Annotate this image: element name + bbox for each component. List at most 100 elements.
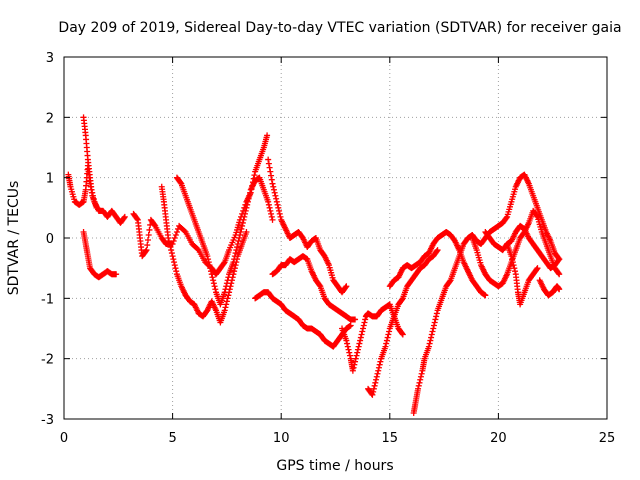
y-tick-label: -2 (41, 353, 54, 368)
data-point (241, 213, 248, 220)
data-point (377, 358, 384, 365)
series-track-m (386, 228, 489, 299)
y-tick-label: 1 (46, 172, 54, 187)
data-point (370, 385, 377, 392)
series-track-b (80, 114, 100, 211)
data-point (375, 367, 382, 374)
data-point (343, 283, 350, 290)
x-tick-label: 20 (490, 431, 507, 446)
y-tick-label: -1 (41, 292, 54, 307)
data-point (354, 349, 361, 356)
data-point (269, 180, 276, 187)
data-point (223, 298, 230, 305)
data-point (503, 214, 510, 221)
x-tick-label: 5 (168, 431, 176, 446)
data-point (223, 283, 230, 290)
data-point (276, 210, 283, 217)
data-point (143, 247, 150, 254)
data-point (369, 391, 376, 398)
data-point (144, 237, 151, 244)
data-point (224, 277, 231, 284)
data-point (362, 316, 369, 323)
data-point (351, 361, 358, 368)
data-point (510, 262, 517, 269)
data-point (243, 204, 250, 211)
data-point (221, 307, 228, 314)
data-point (173, 228, 180, 235)
data-point (168, 247, 175, 254)
data-point (266, 204, 273, 211)
data-point (207, 265, 214, 272)
data-point (482, 292, 489, 299)
data-point (416, 379, 423, 386)
data-point (145, 231, 152, 238)
data-point (266, 164, 273, 171)
data-point (205, 256, 212, 263)
data-point (246, 192, 253, 199)
data-point (264, 132, 271, 139)
data-point (177, 179, 184, 186)
data-point (342, 284, 349, 291)
data-point (355, 343, 362, 350)
data-point (210, 280, 217, 287)
data-point (265, 156, 272, 163)
data-point (234, 244, 241, 251)
data-point (171, 262, 178, 269)
data-point (134, 215, 141, 222)
data-point (276, 207, 283, 214)
data-point (167, 244, 174, 251)
data-point (223, 280, 230, 287)
data-point (352, 355, 359, 362)
series-track-p (504, 241, 541, 308)
data-point (346, 352, 353, 359)
data-point (427, 337, 434, 344)
data-point (349, 367, 356, 374)
data-point (555, 257, 562, 264)
data-point (399, 330, 406, 337)
data-point (121, 213, 128, 220)
data-point (204, 253, 211, 260)
data-point (222, 304, 229, 311)
data-point (224, 295, 231, 302)
series-track-c (80, 228, 120, 281)
data-point (121, 214, 128, 221)
series-track-l (410, 171, 563, 416)
data-point (383, 340, 390, 347)
data-point (354, 346, 361, 353)
data-point (251, 172, 258, 179)
data-point (172, 265, 179, 272)
data-point (211, 283, 218, 290)
data-point (509, 256, 516, 263)
data-point (430, 325, 437, 332)
data-point (171, 259, 178, 266)
data-point (233, 247, 240, 254)
data-point (222, 286, 229, 293)
series-track-i (269, 253, 359, 323)
data-point (170, 256, 177, 263)
data-point (221, 260, 228, 267)
data-point (212, 286, 219, 293)
data-point (268, 213, 275, 220)
data-point (231, 268, 238, 275)
chart-title: Day 209 of 2019, Sidereal Day-to-day VTE… (58, 20, 621, 36)
data-point (277, 213, 284, 220)
data-point (386, 328, 393, 335)
data-point (93, 204, 100, 211)
data-point (344, 343, 351, 350)
y-tick-label: 0 (46, 232, 54, 247)
data-point (360, 322, 367, 329)
data-point (240, 216, 247, 223)
data-point (373, 373, 380, 380)
data-point (415, 382, 422, 389)
data-point (433, 313, 440, 320)
data-point (181, 227, 188, 234)
data-point (357, 337, 364, 344)
data-point (243, 228, 250, 235)
data-point (272, 192, 279, 199)
data-point (236, 231, 243, 238)
data-point (242, 210, 248, 217)
x-tick-label: 25 (599, 431, 616, 446)
data-point (385, 331, 392, 338)
data-point (209, 274, 216, 281)
